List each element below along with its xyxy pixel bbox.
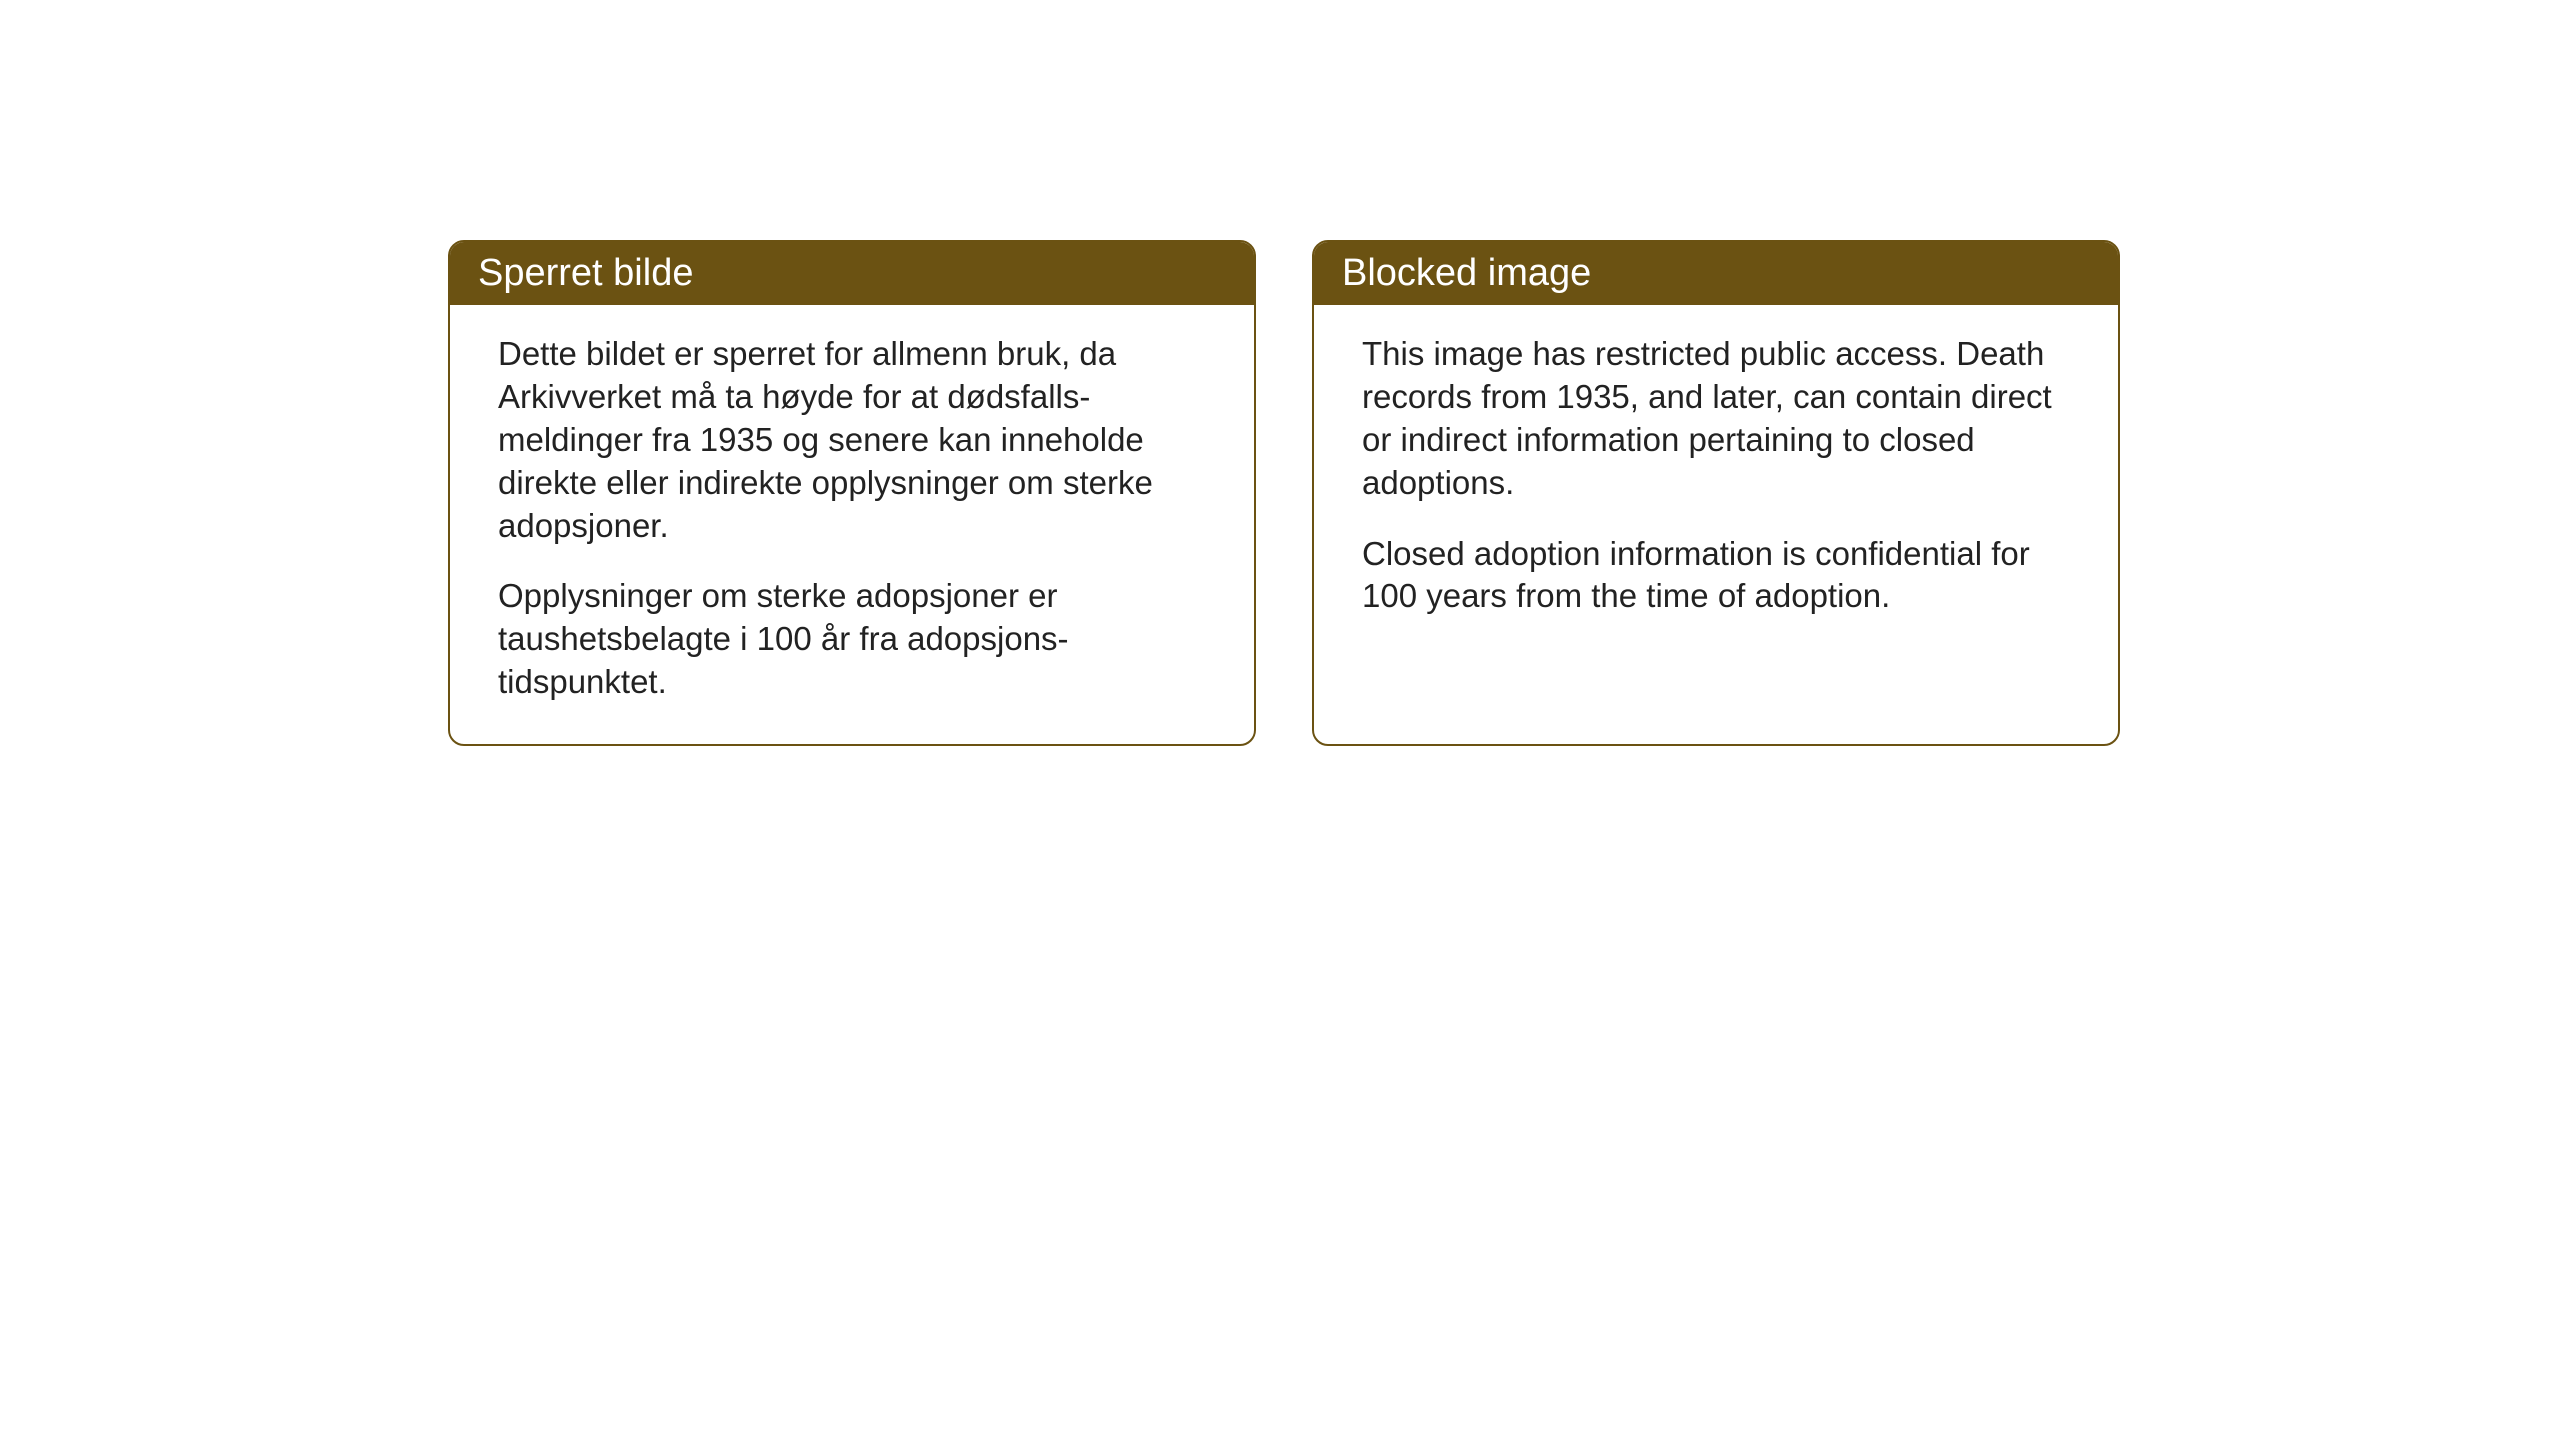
card-body-norwegian: Dette bildet er sperret for allmenn bruk… xyxy=(450,305,1254,744)
card-paragraph-norwegian-1: Dette bildet er sperret for allmenn bruk… xyxy=(498,333,1206,547)
card-title-norwegian: Sperret bilde xyxy=(478,252,693,294)
card-paragraph-norwegian-2: Opplysninger om sterke adopsjoner er tau… xyxy=(498,575,1206,704)
card-paragraph-english-2: Closed adoption information is confident… xyxy=(1362,533,2070,619)
card-header-english: Blocked image xyxy=(1314,242,2118,305)
card-paragraph-english-1: This image has restricted public access.… xyxy=(1362,333,2070,505)
notice-container: Sperret bilde Dette bildet er sperret fo… xyxy=(448,240,2120,746)
notice-card-norwegian: Sperret bilde Dette bildet er sperret fo… xyxy=(448,240,1256,746)
card-header-norwegian: Sperret bilde xyxy=(450,242,1254,305)
notice-card-english: Blocked image This image has restricted … xyxy=(1312,240,2120,746)
card-title-english: Blocked image xyxy=(1342,252,1591,294)
card-body-english: This image has restricted public access.… xyxy=(1314,305,2118,658)
